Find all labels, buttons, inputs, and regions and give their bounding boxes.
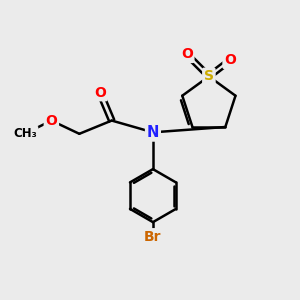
Text: N: N xyxy=(147,125,159,140)
Text: CH₃: CH₃ xyxy=(13,127,37,140)
Text: O: O xyxy=(181,47,193,61)
Text: O: O xyxy=(45,114,57,128)
Text: O: O xyxy=(94,85,106,100)
Text: O: O xyxy=(224,53,236,67)
Text: Br: Br xyxy=(144,230,162,244)
Text: S: S xyxy=(204,69,214,83)
